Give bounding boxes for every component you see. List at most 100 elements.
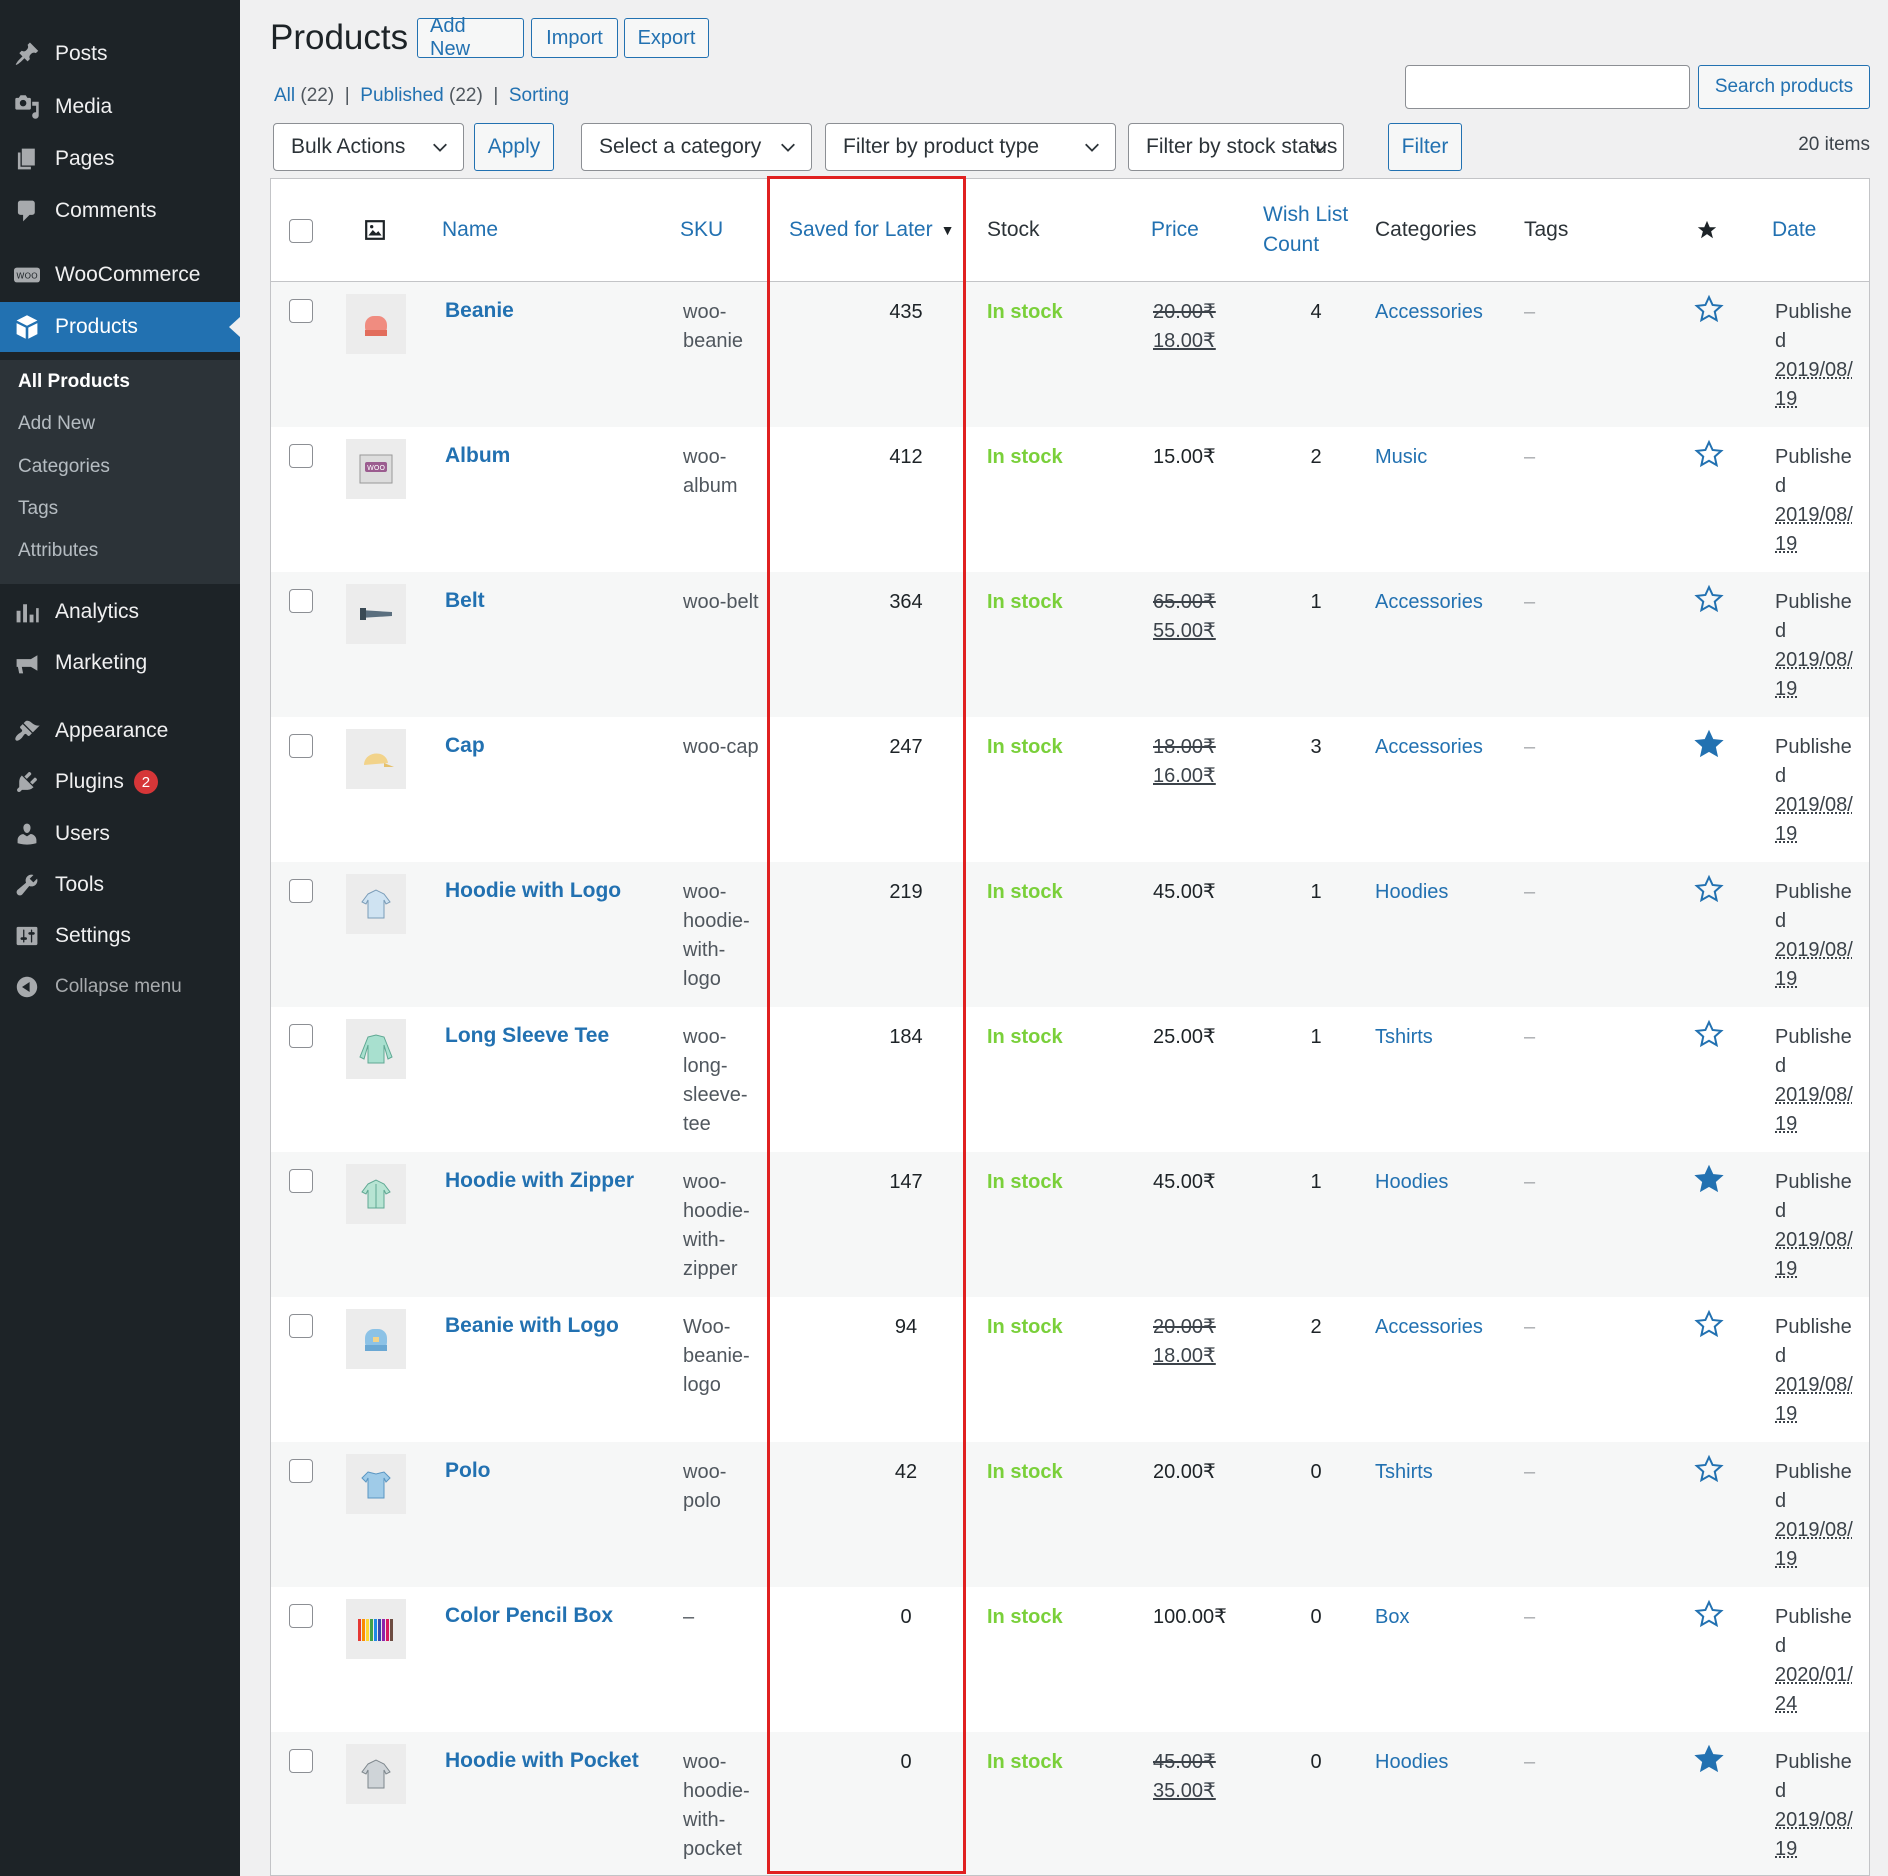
row-checkbox[interactable] — [289, 1459, 313, 1483]
featured-toggle[interactable] — [1694, 294, 1724, 333]
product-name-link[interactable]: Hoodie with Logo — [445, 879, 622, 902]
table-row: Belt woo-belt 364 In stock 65.00₹ 55.00₹ … — [271, 572, 1869, 717]
product-thumbnail[interactable] — [346, 1309, 406, 1369]
product-category-link[interactable]: Tshirts — [1375, 1461, 1433, 1483]
menu-analytics[interactable]: Analytics — [0, 587, 240, 637]
product-category-link[interactable]: Accessories — [1375, 591, 1483, 613]
product-thumbnail[interactable] — [346, 1164, 406, 1224]
featured-toggle[interactable] — [1694, 874, 1724, 913]
product-price: 20.00₹ 18.00₹ — [1153, 1313, 1216, 1371]
publish-status-wrap: d — [1775, 1345, 1787, 1367]
view-all-link[interactable]: All — [274, 85, 296, 106]
search-products-button[interactable]: Search products — [1698, 65, 1870, 109]
row-checkbox[interactable] — [289, 1604, 313, 1628]
menu-settings[interactable]: Settings — [0, 911, 240, 961]
product-category-link[interactable]: Hoodies — [1375, 1171, 1449, 1193]
featured-toggle[interactable] — [1694, 729, 1724, 768]
menu-appearance[interactable]: Appearance — [0, 706, 240, 756]
menu-media[interactable]: Media — [0, 82, 240, 132]
search-input[interactable] — [1405, 65, 1690, 109]
menu-marketing[interactable]: Marketing — [0, 638, 240, 688]
featured-toggle[interactable] — [1694, 1744, 1724, 1783]
collapse-menu-button[interactable]: Collapse menu — [0, 962, 240, 1012]
product-category-link[interactable]: Accessories — [1375, 736, 1483, 758]
row-checkbox[interactable] — [289, 1749, 313, 1773]
product-category-link[interactable]: Music — [1375, 446, 1428, 468]
product-name-link[interactable]: Belt — [445, 589, 485, 612]
product-name-link[interactable]: Beanie with Logo — [445, 1314, 619, 1337]
featured-toggle[interactable] — [1694, 1454, 1724, 1493]
column-header-featured[interactable] — [1696, 179, 1718, 281]
menu-tools[interactable]: Tools — [0, 860, 240, 910]
product-name-link[interactable]: Color Pencil Box — [445, 1604, 614, 1627]
product-thumbnail[interactable] — [346, 1454, 406, 1514]
column-header-sku[interactable]: SKU — [680, 218, 724, 241]
menu-comments[interactable]: Comments — [0, 186, 240, 236]
stock-status-select[interactable]: Filter by stock status — [1128, 123, 1344, 171]
featured-toggle[interactable] — [1694, 1164, 1724, 1203]
menu-users[interactable]: Users — [0, 809, 240, 859]
bulk-actions-select[interactable]: Bulk Actions — [273, 123, 464, 171]
product-category-link[interactable]: Accessories — [1375, 1316, 1483, 1338]
submenu-categories[interactable]: Categories — [18, 456, 110, 477]
export-button[interactable]: Export — [624, 18, 709, 58]
menu-pages[interactable]: Pages — [0, 134, 240, 184]
menu-posts[interactable]: Posts — [0, 29, 240, 79]
import-button[interactable]: Import — [531, 18, 618, 58]
featured-toggle[interactable] — [1694, 584, 1724, 623]
product-name-link[interactable]: Hoodie with Pocket — [445, 1749, 639, 1772]
row-checkbox[interactable] — [289, 299, 313, 323]
product-thumbnail[interactable] — [346, 584, 406, 644]
product-type-select[interactable]: Filter by product type — [825, 123, 1116, 171]
product-category-link[interactable]: Tshirts — [1375, 1026, 1433, 1048]
product-thumbnail[interactable] — [346, 1599, 406, 1659]
product-thumbnail[interactable] — [346, 729, 406, 789]
product-category-link[interactable]: Hoodies — [1375, 881, 1449, 903]
category-select[interactable]: Select a category — [581, 123, 812, 171]
publish-status-wrap: d — [1775, 1200, 1787, 1222]
row-checkbox[interactable] — [289, 444, 313, 468]
product-thumbnail[interactable] — [346, 1019, 406, 1079]
product-category-link[interactable]: Box — [1375, 1606, 1410, 1628]
add-new-button[interactable]: Add New — [417, 15, 524, 60]
column-header-name[interactable]: Name — [442, 218, 499, 241]
submenu-tags[interactable]: Tags — [18, 498, 59, 519]
product-category-link[interactable]: Accessories — [1375, 301, 1483, 323]
row-checkbox[interactable] — [289, 1169, 313, 1193]
product-category-link[interactable]: Hoodies — [1375, 1751, 1449, 1773]
product-name-link[interactable]: Beanie — [445, 299, 514, 322]
submenu-add-new[interactable]: Add New — [18, 413, 96, 434]
featured-toggle[interactable] — [1694, 1309, 1724, 1348]
product-name-link[interactable]: Hoodie with Zipper — [445, 1169, 634, 1192]
column-header-price[interactable]: Price — [1151, 218, 1199, 241]
menu-plugins[interactable]: Plugins 2 — [0, 757, 240, 807]
row-checkbox[interactable] — [289, 1024, 313, 1048]
row-checkbox[interactable] — [289, 589, 313, 613]
product-name-link[interactable]: Album — [445, 444, 511, 467]
apply-button[interactable]: Apply — [474, 123, 554, 171]
product-thumbnail[interactable] — [346, 294, 406, 354]
view-sorting-link[interactable]: Sorting — [508, 85, 570, 106]
row-checkbox[interactable] — [289, 879, 313, 903]
featured-toggle[interactable] — [1694, 1599, 1724, 1638]
filter-button[interactable]: Filter — [1388, 123, 1462, 171]
column-header-wish-list-count[interactable]: Wish List Count — [1263, 179, 1348, 281]
menu-products[interactable]: Products — [0, 302, 240, 352]
submenu-attributes[interactable]: Attributes — [18, 540, 99, 561]
column-header-saved-for-later[interactable]: Saved for Later ▼ — [789, 179, 954, 281]
product-thumbnail[interactable] — [346, 1744, 406, 1804]
select-all-checkbox[interactable] — [289, 219, 313, 243]
menu-woocommerce[interactable]: WOO WooCommerce — [0, 250, 240, 300]
featured-toggle[interactable] — [1694, 1019, 1724, 1058]
view-published-link[interactable]: Published — [360, 85, 444, 106]
product-thumbnail[interactable]: WOO — [346, 439, 406, 499]
product-name-link[interactable]: Cap — [445, 734, 485, 757]
product-name-link[interactable]: Polo — [445, 1459, 491, 1482]
submenu-all-products[interactable]: All Products — [18, 371, 130, 392]
row-checkbox[interactable] — [289, 1314, 313, 1338]
product-thumbnail[interactable] — [346, 874, 406, 934]
product-name-link[interactable]: Long Sleeve Tee — [445, 1024, 610, 1047]
featured-toggle[interactable] — [1694, 439, 1724, 478]
column-header-date[interactable]: Date — [1772, 218, 1817, 241]
row-checkbox[interactable] — [289, 734, 313, 758]
